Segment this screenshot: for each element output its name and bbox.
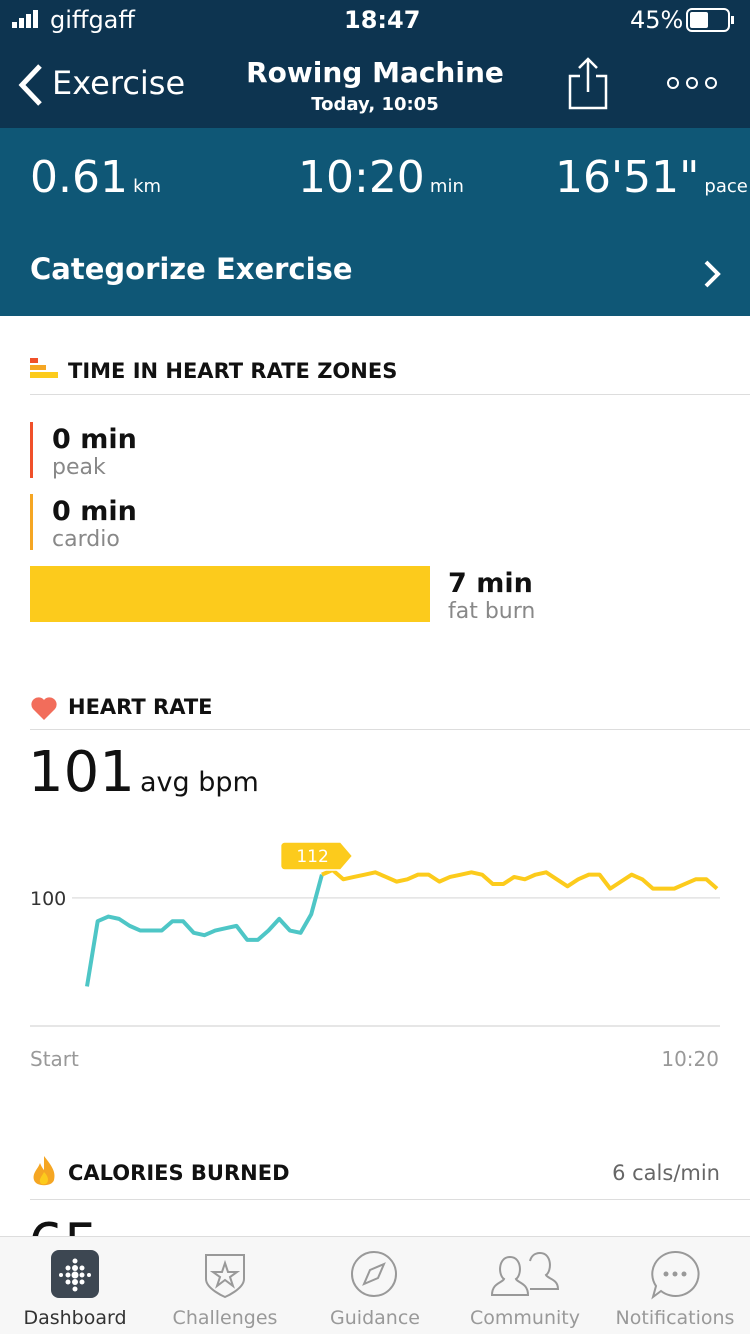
tab-icon[interactable] — [349, 1249, 399, 1299]
x-end-label: 10:20 — [661, 1047, 719, 1071]
signal-icon — [12, 10, 38, 28]
tab-label[interactable]: Dashboard — [23, 1307, 127, 1329]
calories-rate: 6 cals/min — [612, 1161, 720, 1185]
heart-rate-line — [85, 874, 324, 987]
tab-label[interactable]: Challenges — [172, 1307, 278, 1329]
share-icon[interactable] — [566, 56, 610, 110]
zone-label: fat burn — [448, 599, 536, 624]
divider — [30, 394, 750, 395]
heart-rate-chart: 100 112 Start 10:20 — [30, 841, 720, 1071]
zone-bar — [30, 422, 33, 478]
calories-title: CALORIES BURNED — [68, 1161, 290, 1185]
zone-unit: min — [80, 496, 137, 527]
carrier: giffgaff — [50, 6, 135, 34]
zone-minutes-value: 0 — [52, 496, 71, 527]
zone-unit: min — [80, 424, 137, 455]
zone-minutes: 0 min — [52, 424, 137, 455]
y-tick-label: 100 — [30, 888, 66, 910]
heart-icon — [31, 697, 57, 720]
more-icon[interactable] — [664, 74, 720, 92]
tab-label[interactable]: Notifications — [615, 1307, 735, 1329]
tab-icon[interactable] — [200, 1249, 250, 1299]
x-start-label: Start — [30, 1047, 79, 1071]
tab-label[interactable]: Guidance — [330, 1307, 420, 1329]
zone-unit: min — [476, 568, 533, 599]
stat-distance: 0.61 km — [30, 152, 162, 203]
tab-bar: Dashboard Challenges Guidance Community Noti… — [0, 1236, 750, 1334]
stats-bg — [0, 128, 750, 316]
header-bg — [0, 0, 750, 128]
zones-icon — [30, 358, 58, 378]
tab-icon[interactable] — [649, 1249, 701, 1301]
zone-minutes: 7 min — [448, 568, 533, 599]
tab-icon[interactable] — [488, 1249, 562, 1299]
divider — [30, 729, 750, 730]
peak-marker — [279, 841, 354, 871]
zone-label: peak — [52, 455, 106, 480]
header-subtitle: Today, 10:05 — [311, 94, 439, 115]
zones-title: TIME IN HEART RATE ZONES — [68, 359, 398, 383]
stat-pace: 16'51" pace — [555, 152, 748, 203]
heart-rate-title: HEART RATE — [68, 695, 213, 719]
tab-icon[interactable] — [50, 1249, 100, 1299]
average-heart-rate: 101 avg bpm — [28, 740, 259, 805]
clock: 18:47 — [344, 6, 421, 34]
flame-icon — [33, 1156, 55, 1186]
heart-rate-line — [321, 867, 719, 891]
peak-label: 112 — [296, 847, 328, 867]
divider — [30, 1199, 750, 1200]
battery-text: 45% — [630, 6, 684, 34]
back-icon[interactable] — [16, 64, 46, 106]
header-title: Rowing Machine — [246, 56, 504, 89]
zone-minutes: 0 min — [52, 496, 137, 527]
back-label[interactable]: Exercise — [52, 64, 186, 102]
tab-label[interactable]: Community — [470, 1307, 580, 1329]
zone-bar — [30, 494, 33, 550]
zone-minutes-value: 0 — [52, 424, 71, 455]
battery-icon — [686, 8, 734, 32]
stat-duration: 10:20 min — [298, 152, 464, 203]
zone-bar — [30, 566, 430, 622]
categorize-button[interactable]: Categorize Exercise — [30, 252, 353, 286]
chevron-icon[interactable] — [700, 258, 724, 290]
zone-label: cardio — [52, 527, 120, 552]
zone-minutes-value: 7 — [448, 568, 467, 599]
